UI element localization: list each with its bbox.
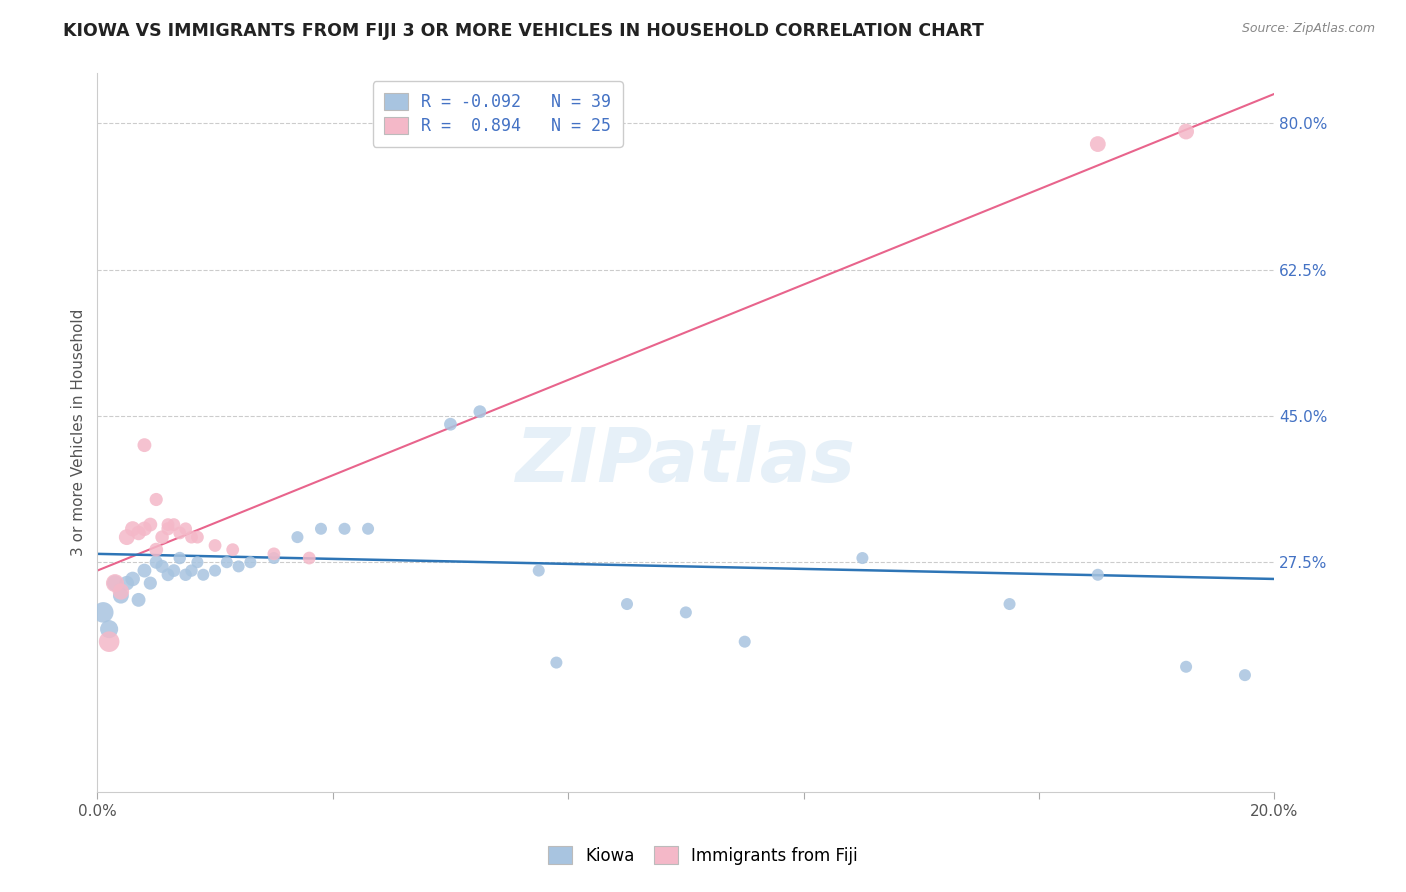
Point bbox=[186, 530, 208, 544]
Point bbox=[1087, 137, 1109, 152]
Point bbox=[228, 559, 250, 574]
Point bbox=[1233, 668, 1256, 682]
Point bbox=[193, 567, 215, 582]
Point bbox=[287, 530, 309, 544]
Point bbox=[1175, 124, 1198, 138]
Point bbox=[104, 576, 127, 591]
Point bbox=[145, 492, 167, 507]
Point bbox=[851, 551, 873, 566]
Text: ZIPatlas: ZIPatlas bbox=[516, 425, 856, 498]
Legend: Kiowa, Immigrants from Fiji: Kiowa, Immigrants from Fiji bbox=[540, 838, 866, 873]
Point bbox=[527, 564, 550, 578]
Point bbox=[169, 525, 191, 540]
Point bbox=[145, 542, 167, 557]
Point bbox=[180, 564, 202, 578]
Point bbox=[439, 417, 461, 432]
Point bbox=[134, 564, 156, 578]
Point bbox=[546, 656, 568, 670]
Text: Source: ZipAtlas.com: Source: ZipAtlas.com bbox=[1241, 22, 1375, 36]
Point bbox=[1175, 659, 1198, 673]
Point bbox=[204, 564, 226, 578]
Legend: R = -0.092   N = 39, R =  0.894   N = 25: R = -0.092 N = 39, R = 0.894 N = 25 bbox=[373, 81, 623, 147]
Point bbox=[169, 551, 191, 566]
Point bbox=[174, 567, 197, 582]
Point bbox=[134, 522, 156, 536]
Point bbox=[186, 555, 208, 569]
Point bbox=[204, 539, 226, 553]
Point bbox=[215, 555, 238, 569]
Point bbox=[298, 551, 321, 566]
Point bbox=[139, 517, 162, 532]
Point bbox=[104, 576, 127, 591]
Point bbox=[91, 606, 114, 620]
Point bbox=[239, 555, 262, 569]
Point bbox=[998, 597, 1021, 611]
Point bbox=[156, 522, 179, 536]
Point bbox=[128, 592, 150, 607]
Point bbox=[174, 522, 197, 536]
Point bbox=[139, 576, 162, 591]
Point bbox=[163, 564, 186, 578]
Point bbox=[263, 551, 285, 566]
Point bbox=[163, 517, 186, 532]
Point bbox=[675, 606, 697, 620]
Point bbox=[616, 597, 638, 611]
Point bbox=[98, 622, 121, 636]
Text: KIOWA VS IMMIGRANTS FROM FIJI 3 OR MORE VEHICLES IN HOUSEHOLD CORRELATION CHART: KIOWA VS IMMIGRANTS FROM FIJI 3 OR MORE … bbox=[63, 22, 984, 40]
Point bbox=[145, 555, 167, 569]
Point bbox=[156, 517, 179, 532]
Point bbox=[134, 438, 156, 452]
Point bbox=[110, 589, 132, 603]
Point bbox=[115, 576, 138, 591]
Point bbox=[309, 522, 332, 536]
Point bbox=[1087, 567, 1109, 582]
Y-axis label: 3 or more Vehicles in Household: 3 or more Vehicles in Household bbox=[72, 309, 86, 557]
Point bbox=[734, 634, 756, 648]
Point bbox=[150, 559, 173, 574]
Point bbox=[222, 542, 245, 557]
Point bbox=[357, 522, 380, 536]
Point bbox=[115, 530, 138, 544]
Point bbox=[180, 530, 202, 544]
Point bbox=[98, 634, 121, 648]
Point bbox=[333, 522, 356, 536]
Point bbox=[110, 584, 132, 599]
Point bbox=[121, 522, 143, 536]
Point bbox=[156, 567, 179, 582]
Point bbox=[128, 525, 150, 540]
Point bbox=[150, 530, 173, 544]
Point bbox=[263, 547, 285, 561]
Point bbox=[121, 572, 143, 586]
Point bbox=[468, 405, 491, 419]
